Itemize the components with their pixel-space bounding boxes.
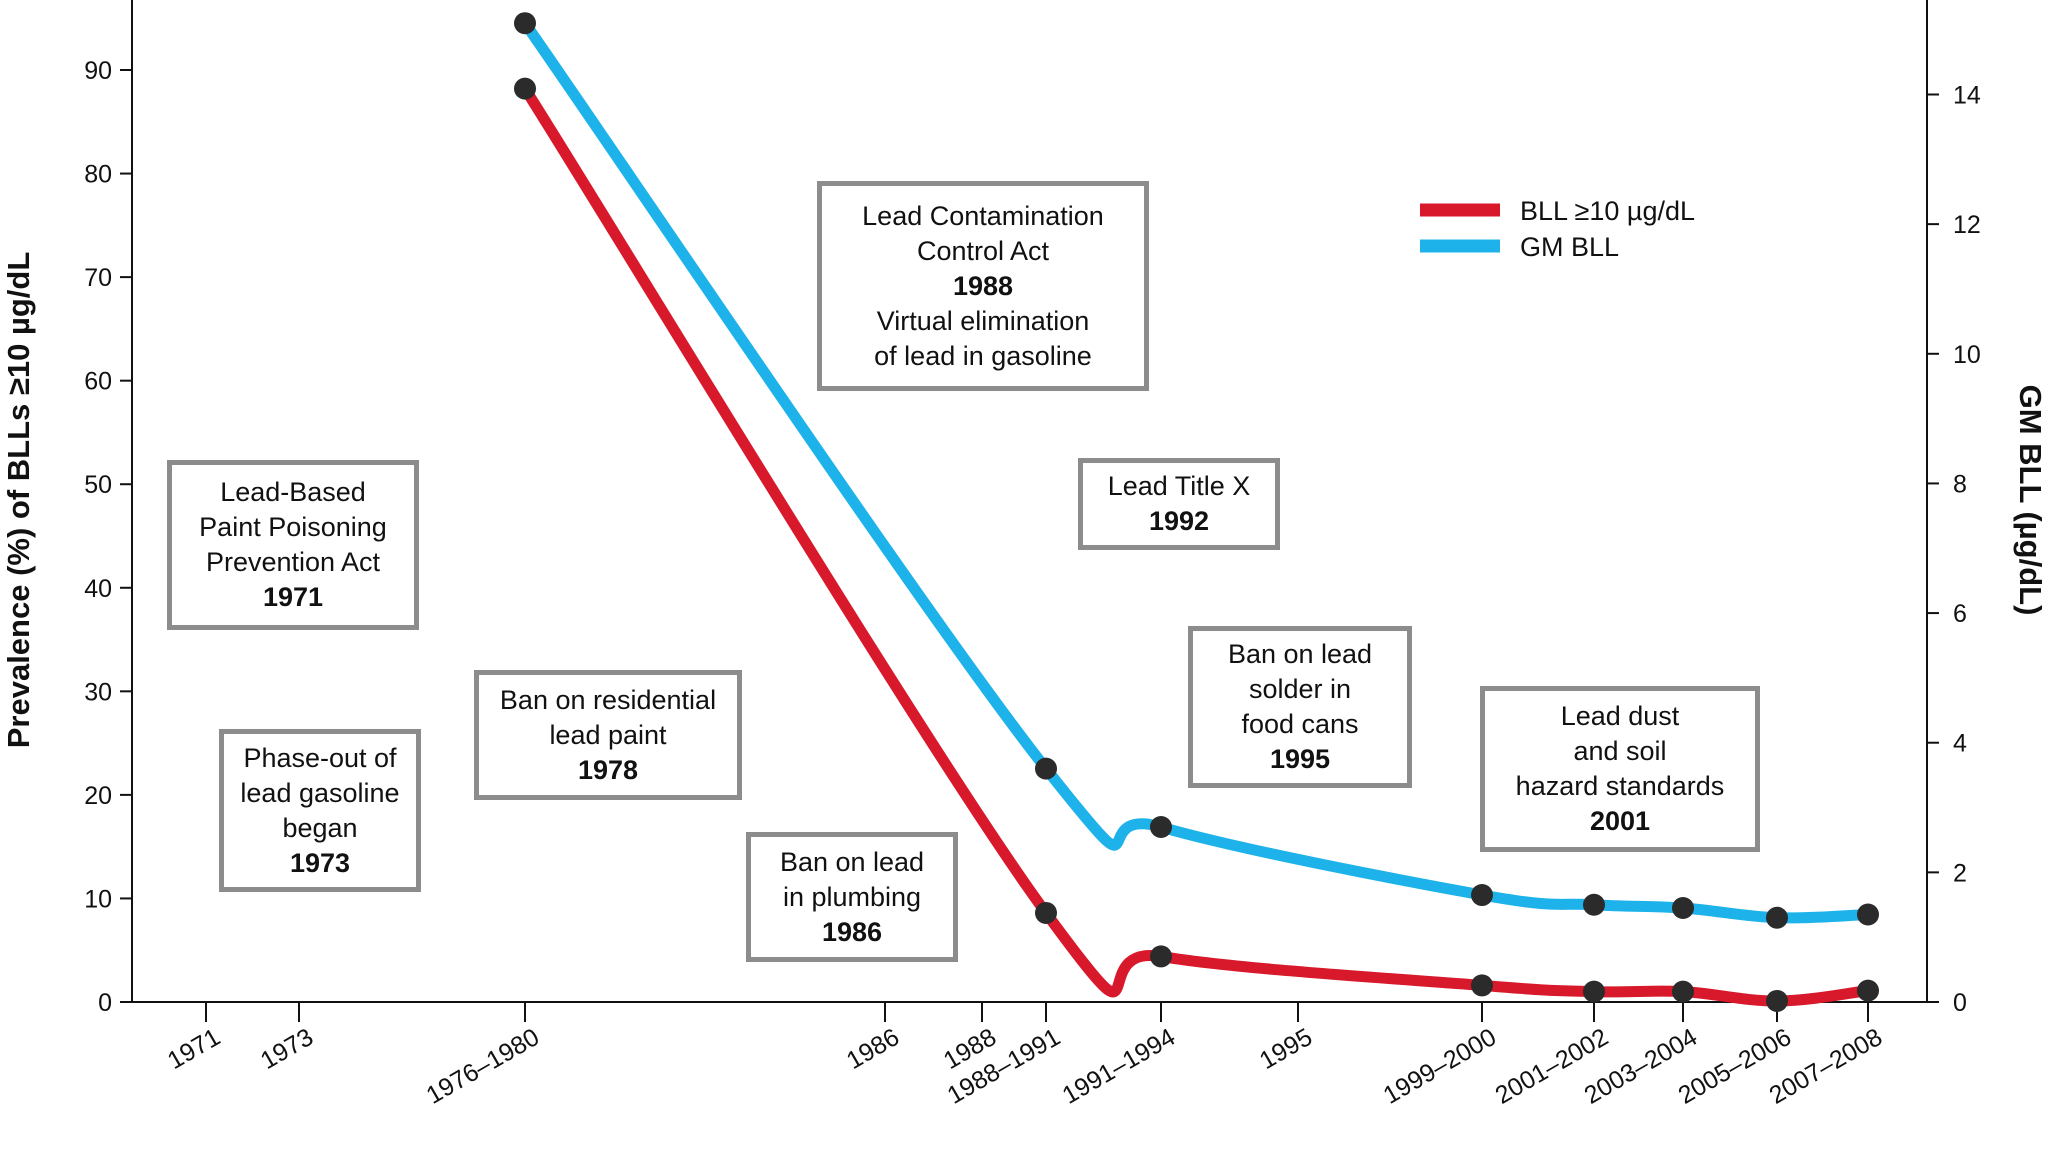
annotation-text: solder in (1248, 674, 1352, 704)
left-tick-label: 40 (84, 575, 112, 603)
x-tick-label: 1986 (842, 1023, 904, 1075)
annotation-year: 1978 (577, 754, 639, 785)
annotation-box-solder-1995: Ban on lead solder in food cans 1995 (1188, 626, 1412, 788)
annotation-text: Lead-Based (220, 477, 366, 507)
x-axis-ticks: 1971 1973 1976–1980 1986 19881988–19911991–1… (163, 1002, 1887, 1110)
right-tick-label: 10 (1953, 341, 1981, 369)
annotation-year: 1995 (1269, 744, 1331, 774)
left-axis-title: Prevalence (%) of BLLs ≥10 µg/dL (1, 252, 36, 749)
data-point-bll-ge10 (1672, 980, 1694, 1003)
right-axis-ticks: 0 2 4 6 8 10 12 14 (1927, 82, 1981, 1017)
annotation-text: Control Act (916, 235, 1050, 266)
right-tick-label: 8 (1953, 470, 1967, 498)
x-tick-label: 1995 (1255, 1023, 1317, 1075)
data-point-gm-bll (514, 12, 536, 35)
annotation-box-dust-2001: Lead dust and soil hazard standards 2001 (1480, 686, 1760, 852)
annotation-box-gas-1973: Phase-out of lead gasoline began 1973 (219, 729, 421, 892)
series-layer (514, 12, 1879, 1012)
data-point-bll-ge10 (1766, 989, 1788, 1012)
annotation-box-lbp-1971: Lead-Based Paint Poisoning Prevention Act 1… (167, 460, 419, 630)
data-point-gm-bll (1672, 897, 1694, 920)
annotation-text: and soil (1573, 736, 1667, 766)
x-tick-label: 1971 (163, 1023, 225, 1075)
left-tick-label: 30 (84, 678, 112, 706)
right-tick-label: 12 (1953, 211, 1981, 239)
annotation-text: lead gasoline (240, 777, 400, 808)
axes (131, 0, 1928, 1003)
left-tick-label: 60 (84, 368, 112, 396)
annotation-text: in plumbing (782, 881, 922, 912)
series-line-gm-bll (519, 17, 1874, 924)
left-tick-label: 20 (84, 782, 112, 810)
annotation-text: Paint Poisoning (199, 512, 387, 542)
legend: BLL ≥10 µg/dL GM BLL (1420, 196, 1695, 262)
annotation-text: Ban on residential (499, 684, 717, 715)
right-axis-title: GM BLL (µg/dL) (2013, 385, 2048, 616)
annotation-box-lcca-1988: Lead Contamination Control Act 1988 Virtual… (817, 181, 1149, 391)
left-axis-ticks: 0 10 20 30 40 50 60 70 80 90 (84, 57, 132, 1017)
data-point-bll-ge10 (1150, 945, 1172, 968)
left-tick-label: 80 (84, 161, 112, 189)
annotation-year: 2001 (1589, 806, 1651, 836)
left-tick-label: 70 (84, 264, 112, 292)
annotation-box-paint-1978: Ban on residential lead paint 1978 (474, 670, 742, 800)
annotation-text: Phase-out of (243, 742, 397, 773)
annotation-text: food cans (1241, 709, 1359, 739)
x-tick-label: 1991–1994 (1058, 1023, 1180, 1110)
left-tick-label: 0 (98, 989, 112, 1017)
data-point-bll-ge10 (1583, 980, 1605, 1003)
left-tick-label: 90 (84, 57, 112, 85)
legend-label: BLL ≥10 µg/dL (1520, 196, 1695, 226)
annotation-text: Lead Title X (1107, 471, 1251, 501)
annotation-text: Prevention Act (205, 547, 381, 577)
x-tick-label: 1973 (256, 1023, 318, 1075)
data-point-gm-bll (1583, 893, 1605, 916)
data-point-bll-ge10 (1471, 974, 1493, 997)
annotation-text: Ban on lead (779, 846, 925, 877)
annotation-year: 1988 (952, 270, 1014, 301)
annotation-text: Lead Contamination (862, 200, 1104, 231)
annotation-year: 1992 (1148, 506, 1210, 536)
right-tick-label: 6 (1953, 600, 1967, 628)
annotation-text: hazard standards (1515, 771, 1725, 801)
left-tick-label: 10 (84, 885, 112, 913)
annotation-text: of lead in gasoline (874, 340, 1092, 371)
data-point-bll-ge10 (1035, 901, 1057, 924)
series-line-bll-ge10 (519, 83, 1874, 1007)
annotation-text: Ban on lead (1227, 639, 1373, 669)
right-tick-label: 14 (1953, 82, 1981, 110)
data-point-bll-ge10 (1857, 979, 1879, 1002)
legend-label: GM BLL (1520, 232, 1619, 262)
annotation-text: Lead dust (1560, 701, 1680, 731)
right-tick-label: 0 (1953, 989, 1967, 1017)
data-point-gm-bll (1150, 815, 1172, 838)
annotation-year: 1971 (262, 582, 324, 612)
x-tick-label: 1976–1980 (422, 1023, 544, 1110)
annotation-box-title-1992: Lead Title X 1992 (1078, 458, 1280, 550)
right-tick-label: 2 (1953, 859, 1967, 887)
annotation-text: lead paint (549, 719, 667, 750)
left-tick-label: 50 (84, 471, 112, 499)
annotation-year: 1973 (289, 847, 351, 878)
annotation-year: 1986 (821, 916, 883, 947)
x-tick-label: 1999–2000 (1379, 1023, 1501, 1110)
data-point-gm-bll (1471, 884, 1493, 907)
data-point-gm-bll (1857, 903, 1879, 926)
annotation-text: began (282, 812, 358, 843)
annotation-text: Virtual elimination (876, 305, 1090, 336)
annotation-box-plumb-1986: Ban on lead in plumbing 1986 (746, 832, 958, 962)
data-point-gm-bll (1035, 757, 1057, 780)
data-point-bll-ge10 (514, 77, 536, 100)
data-point-gm-bll (1766, 906, 1788, 929)
right-tick-label: 4 (1953, 730, 1967, 758)
